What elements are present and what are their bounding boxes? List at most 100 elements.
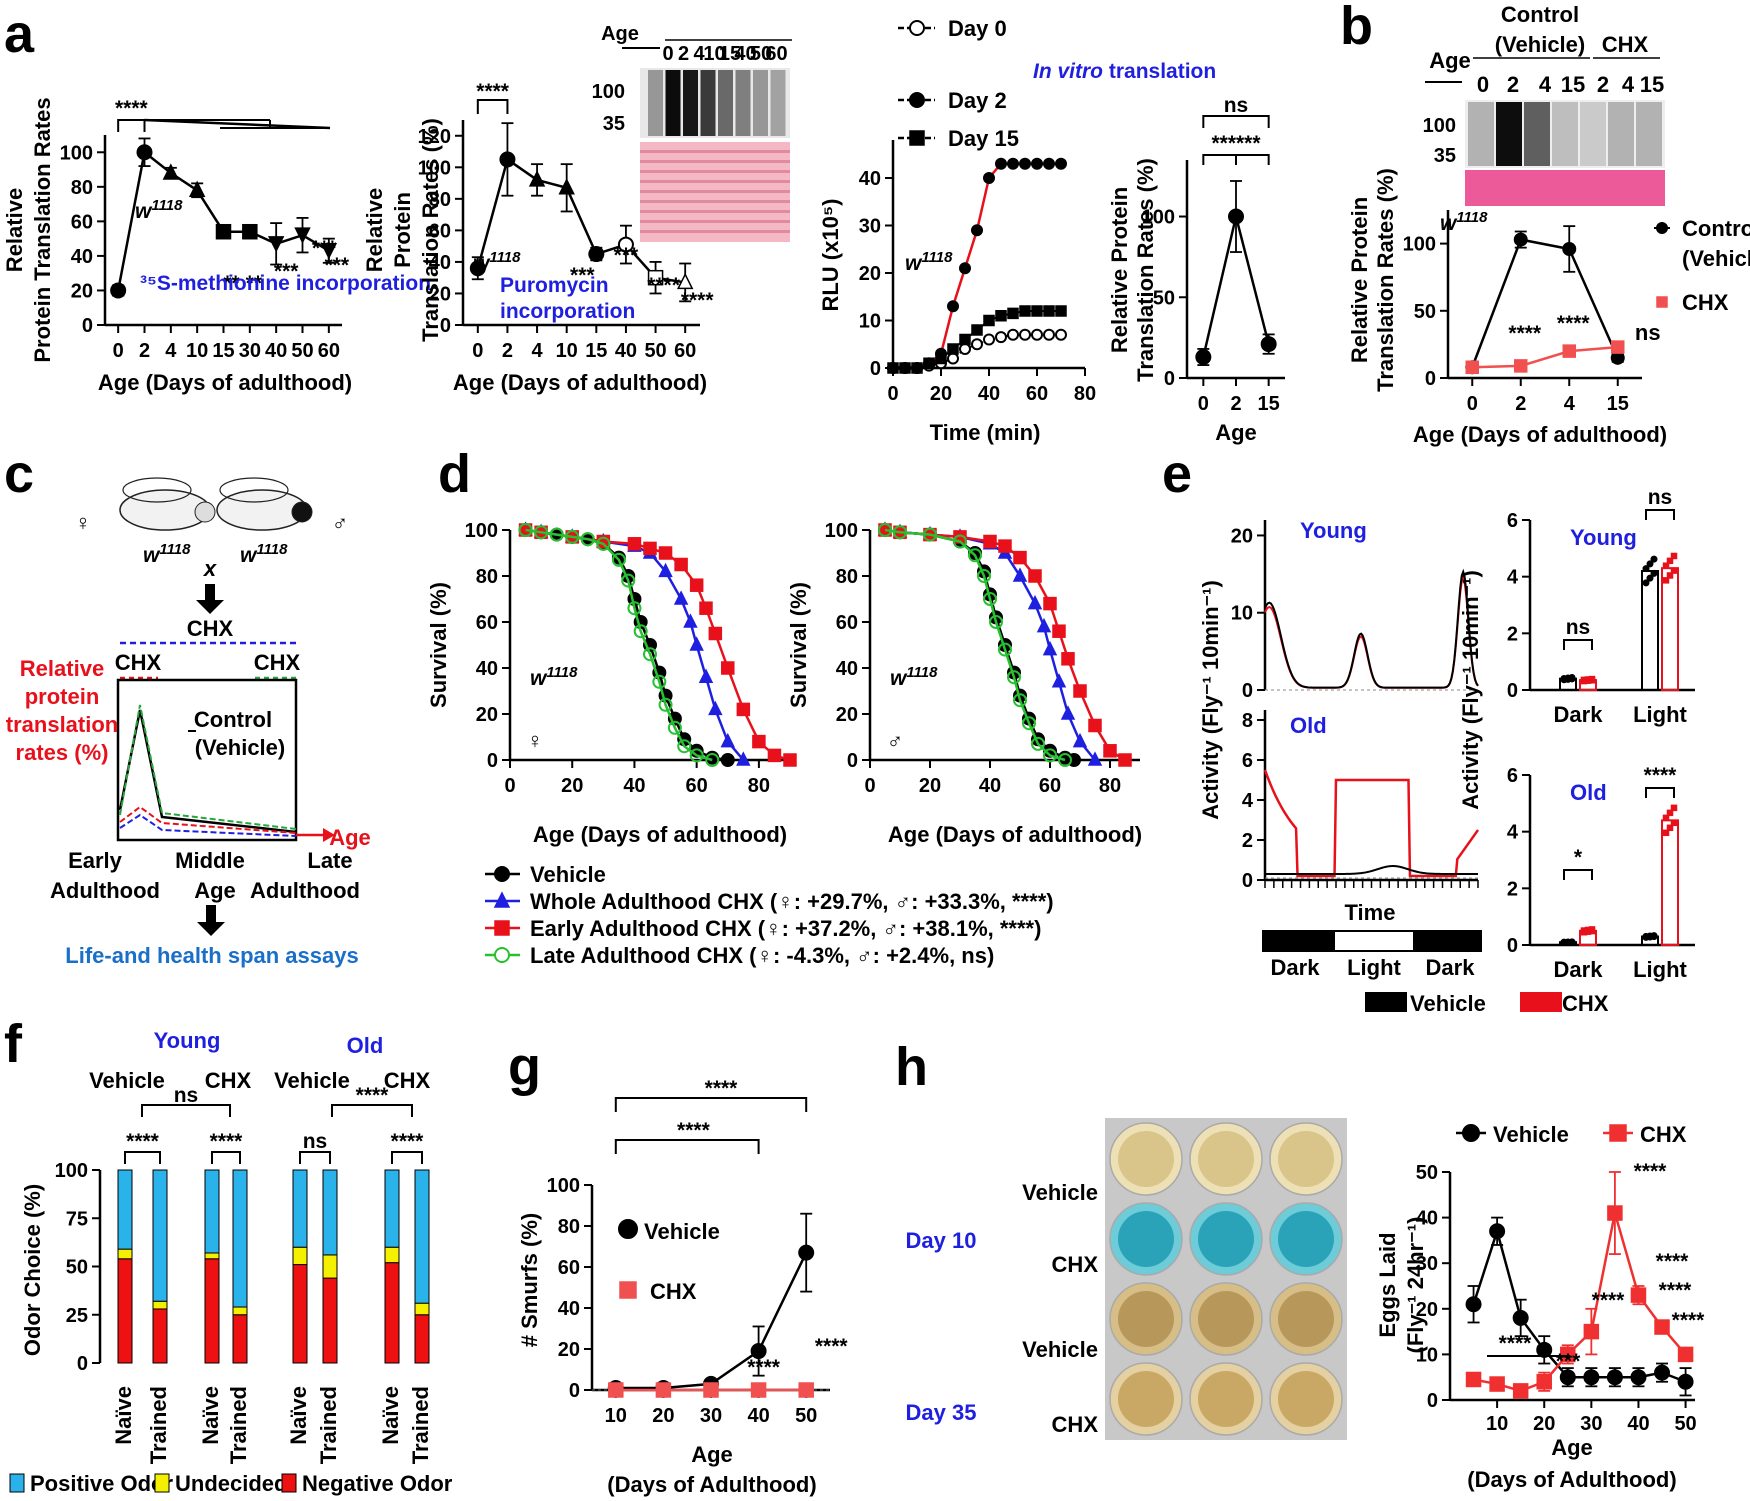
blot-marker: 100 [592, 81, 625, 103]
strain-superscript: 1118 [151, 197, 183, 214]
schematic-y-label-4: rates (%) [16, 740, 109, 765]
data-point [798, 1382, 814, 1398]
stage-label: Middle [175, 848, 245, 873]
data-point [683, 613, 698, 628]
data-point [1606, 1369, 1623, 1386]
data-point [959, 333, 971, 346]
data-point [643, 647, 657, 662]
y-axis-label: RLU (x10⁵) [818, 198, 843, 311]
data-point [1058, 753, 1072, 767]
x-tick-label: 2 [502, 340, 513, 362]
row-label: Vehicle [1022, 1180, 1098, 1205]
stacked-bar-segment [384, 1169, 400, 1248]
panel-label-d: d [438, 444, 471, 504]
stacked-bar-segment [322, 1277, 338, 1364]
x-tick-label: 10 [1486, 1413, 1508, 1435]
dot [1588, 926, 1596, 933]
x-tick-label: Naïve [286, 1386, 311, 1445]
x-tick-label: 20 [1533, 1413, 1555, 1435]
hidden [144, 118, 331, 130]
significance-label: **** [391, 1130, 425, 1153]
data-point [1028, 569, 1042, 583]
data-point [677, 739, 692, 754]
trace-chx-old [1263, 769, 1480, 878]
y-tick-label: 6 [1507, 510, 1518, 532]
data-point [1031, 157, 1043, 170]
blot-lane [1636, 102, 1662, 166]
blot-lane-label: 2 [678, 43, 689, 65]
strain-label: w1118 [1440, 209, 1488, 236]
assay-title-italic: In vitro [1033, 60, 1103, 83]
data-point [658, 562, 673, 578]
sig-bracket [1235, 154, 1270, 165]
data-point [1536, 1374, 1552, 1390]
data-point [1022, 716, 1036, 731]
x-axis-label: Age (Days of adulthood) [533, 822, 787, 847]
y-tick-label: 100 [465, 520, 498, 542]
data-point [667, 720, 682, 735]
assay-title-tail: incorporation [290, 272, 431, 295]
y-tick-label: 0 [82, 315, 93, 337]
y-tick-label: 0 [1427, 1390, 1438, 1412]
y-tick-label: 80 [836, 566, 858, 588]
y-tick-label: 100 [55, 1160, 88, 1182]
data-point [1007, 157, 1019, 170]
y-tick-label: 50 [1414, 301, 1436, 323]
data-point [1489, 1223, 1506, 1240]
data-point [1489, 1376, 1505, 1392]
data-point [995, 157, 1007, 170]
data-point [1562, 344, 1576, 358]
y-tick-label: 40 [558, 1298, 580, 1320]
x-tick-label: 0 [1198, 393, 1209, 415]
stacked-bar-segment [117, 1258, 133, 1364]
data-point [953, 534, 967, 549]
blot-lane [665, 70, 681, 136]
data-point [1677, 1346, 1694, 1363]
stage-label: Adulthood [250, 878, 360, 903]
x-tick-label: 80 [1074, 383, 1096, 405]
x-tick-label: Naïve [378, 1386, 403, 1445]
data-point [1007, 670, 1021, 685]
data-point [1027, 594, 1043, 610]
significance-label: ns [174, 1084, 199, 1107]
significance-label: *** [312, 237, 337, 260]
assay-title: Puromycin [500, 274, 609, 297]
data-point [703, 1382, 719, 1398]
y-tick-label: 60 [71, 211, 93, 233]
panel-subtitle: Young [1570, 525, 1637, 550]
significance-label: ns [1648, 486, 1673, 509]
fly-wing-icon [219, 477, 289, 503]
blot-lane-label: 60 [765, 43, 787, 65]
schematic-x-label: Age [329, 825, 371, 850]
data-point [689, 636, 704, 651]
data-point [995, 310, 1007, 322]
dot [1588, 675, 1596, 683]
sig-bracket [299, 1151, 331, 1164]
data-point [983, 172, 995, 184]
legend-label: Undecided [175, 1471, 287, 1496]
sig-bracket [614, 1139, 760, 1154]
legend-marker [1656, 296, 1668, 308]
data-point [1654, 1364, 1671, 1381]
assay-title: In vitro translation [1033, 60, 1216, 83]
legend-label: Control [1682, 216, 1750, 241]
y-tick-label: 120 [418, 126, 451, 148]
data-point [242, 223, 258, 240]
legend-swatch [154, 1473, 170, 1493]
x-tick-label: 60 [318, 340, 340, 362]
y-axis-label: Eggs Laid [1375, 1232, 1400, 1337]
stacked-bar-segment [292, 1169, 308, 1248]
significance-label: **** [356, 1084, 390, 1107]
ponceau-band [640, 180, 790, 183]
dot [1662, 814, 1670, 822]
stage-label: Late [307, 848, 352, 873]
dot [1666, 809, 1674, 817]
legend-label: Negative Odor [302, 1471, 453, 1496]
panel-label-c: c [4, 444, 34, 504]
x-tick-label: 60 [674, 340, 696, 362]
significance-label: **** [815, 1335, 849, 1358]
y-tick-label: 40 [429, 252, 451, 274]
data-point [887, 362, 899, 374]
y-tick-label: 6 [1242, 750, 1253, 772]
data-point [1228, 208, 1244, 225]
